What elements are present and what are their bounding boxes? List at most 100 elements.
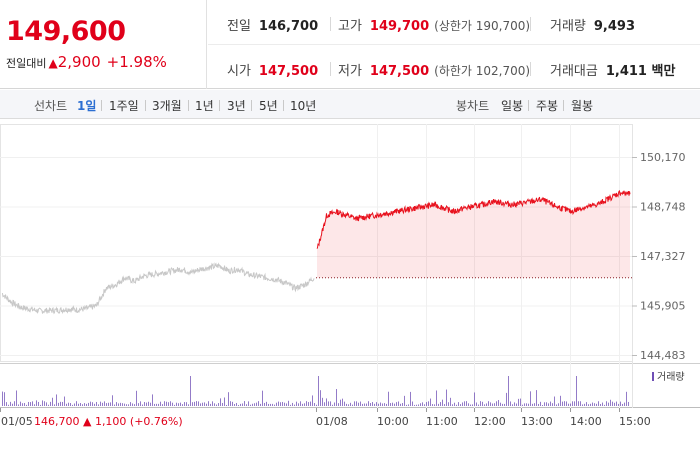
current-price: 149,600 xyxy=(6,16,126,47)
volume-bar xyxy=(100,401,101,406)
volume-bar xyxy=(10,401,11,406)
volume-bar xyxy=(76,401,77,406)
volume-bar xyxy=(248,401,249,406)
volume-bar xyxy=(40,404,41,406)
volume-bar xyxy=(118,403,119,406)
volume-bar xyxy=(402,403,403,406)
tab-daily-candle[interactable]: 일봉 xyxy=(501,99,524,113)
volume-bar xyxy=(478,404,479,406)
volume-bar xyxy=(606,401,607,406)
volume-bar xyxy=(256,402,257,406)
stat-label: 고가 xyxy=(338,19,362,34)
volume-bar xyxy=(94,403,95,406)
tab-period-10y[interactable]: 10년 xyxy=(290,99,317,113)
volume-bar xyxy=(92,402,93,406)
volume-bar xyxy=(20,401,21,406)
divider xyxy=(530,17,531,31)
volume-bar xyxy=(208,401,209,406)
volume-bar xyxy=(120,402,121,406)
x-tick-label: 10:00 xyxy=(377,415,409,428)
divider xyxy=(563,100,564,111)
tab-weekly-candle[interactable]: 주봉 xyxy=(536,99,559,113)
volume-bar xyxy=(312,395,313,406)
volume-bar xyxy=(140,401,141,406)
volume-bar xyxy=(480,401,481,406)
volume-bar xyxy=(452,404,453,406)
volume-bar xyxy=(58,402,59,406)
volume-bar xyxy=(260,403,261,406)
volume-bar xyxy=(356,401,357,406)
series-line-prev-day xyxy=(1,262,315,315)
volume-bar xyxy=(266,401,267,406)
volume-bar xyxy=(66,403,67,406)
volume-bar xyxy=(172,402,173,406)
volume-bar xyxy=(430,398,431,406)
volume-bar xyxy=(406,404,407,406)
volume-bar xyxy=(22,403,23,406)
y-tick-label: 144,483 xyxy=(640,349,686,362)
volume-bar xyxy=(326,398,327,406)
volume-bar xyxy=(458,402,459,406)
tab-monthly-candle[interactable]: 월봉 xyxy=(571,99,594,113)
volume-bar xyxy=(238,404,239,406)
volume-bar xyxy=(204,402,205,406)
volume-bar xyxy=(320,390,321,406)
stat-value: 146,700 xyxy=(258,19,319,34)
volume-bar xyxy=(52,397,53,406)
stat-amount: 거래대금 1,411 백만 xyxy=(550,60,675,79)
tab-period-1d[interactable]: 1일 xyxy=(77,99,97,113)
volume-bar xyxy=(44,401,45,406)
tab-period-1y[interactable]: 1년 xyxy=(195,99,214,113)
tab-period-5y[interactable]: 5년 xyxy=(259,99,278,113)
volume-bar xyxy=(146,402,147,406)
volume-bar xyxy=(582,404,583,406)
volume-bar xyxy=(292,402,293,406)
volume-bar xyxy=(392,402,393,406)
volume-bar xyxy=(384,403,385,406)
volume-bar xyxy=(526,403,527,406)
volume-bar xyxy=(574,401,575,406)
volume-bar xyxy=(362,403,363,406)
volume-bar xyxy=(340,399,341,406)
volume-bar xyxy=(488,401,489,406)
volume-bar xyxy=(618,403,619,406)
divider xyxy=(530,62,531,76)
tab-period-1w[interactable]: 1주일 xyxy=(109,99,139,113)
volume-bar xyxy=(570,403,571,406)
volume-bar xyxy=(592,402,593,406)
divider xyxy=(188,100,189,111)
volume-bar xyxy=(448,402,449,406)
volume-bar xyxy=(394,403,395,406)
volume-bar xyxy=(612,401,613,406)
volume-bar xyxy=(160,401,161,406)
volume-bar xyxy=(286,403,287,406)
volume-bar xyxy=(500,402,501,406)
volume-bar xyxy=(228,392,229,406)
volume-bar xyxy=(184,402,185,406)
volume-bar xyxy=(428,401,429,406)
stat-open: 시가 147,500 xyxy=(227,60,318,79)
volume-bar xyxy=(112,395,113,406)
volume-bar xyxy=(374,403,375,406)
volume-bar xyxy=(162,404,163,406)
volume-bar xyxy=(414,404,415,406)
volume-bar xyxy=(514,402,515,406)
volume-bar xyxy=(330,401,331,406)
volume-bar xyxy=(344,401,345,406)
volume-bar xyxy=(446,389,447,406)
volume-bar xyxy=(388,391,389,406)
candle-chart-label: 봉차트 xyxy=(456,99,490,113)
divider xyxy=(330,17,331,31)
volume-bar xyxy=(192,402,193,406)
volume-bar xyxy=(176,402,177,406)
volume-bar xyxy=(590,403,591,406)
volume-bar xyxy=(236,402,237,406)
volume-bar xyxy=(220,398,221,406)
volume-bar xyxy=(566,401,567,406)
volume-bar xyxy=(278,401,279,406)
volume-bar xyxy=(308,402,309,406)
y-tick-label: 150,170 xyxy=(640,151,686,164)
tab-period-3y[interactable]: 3년 xyxy=(227,99,246,113)
volume-bar xyxy=(306,401,307,406)
tab-period-3m[interactable]: 3개월 xyxy=(152,99,182,113)
